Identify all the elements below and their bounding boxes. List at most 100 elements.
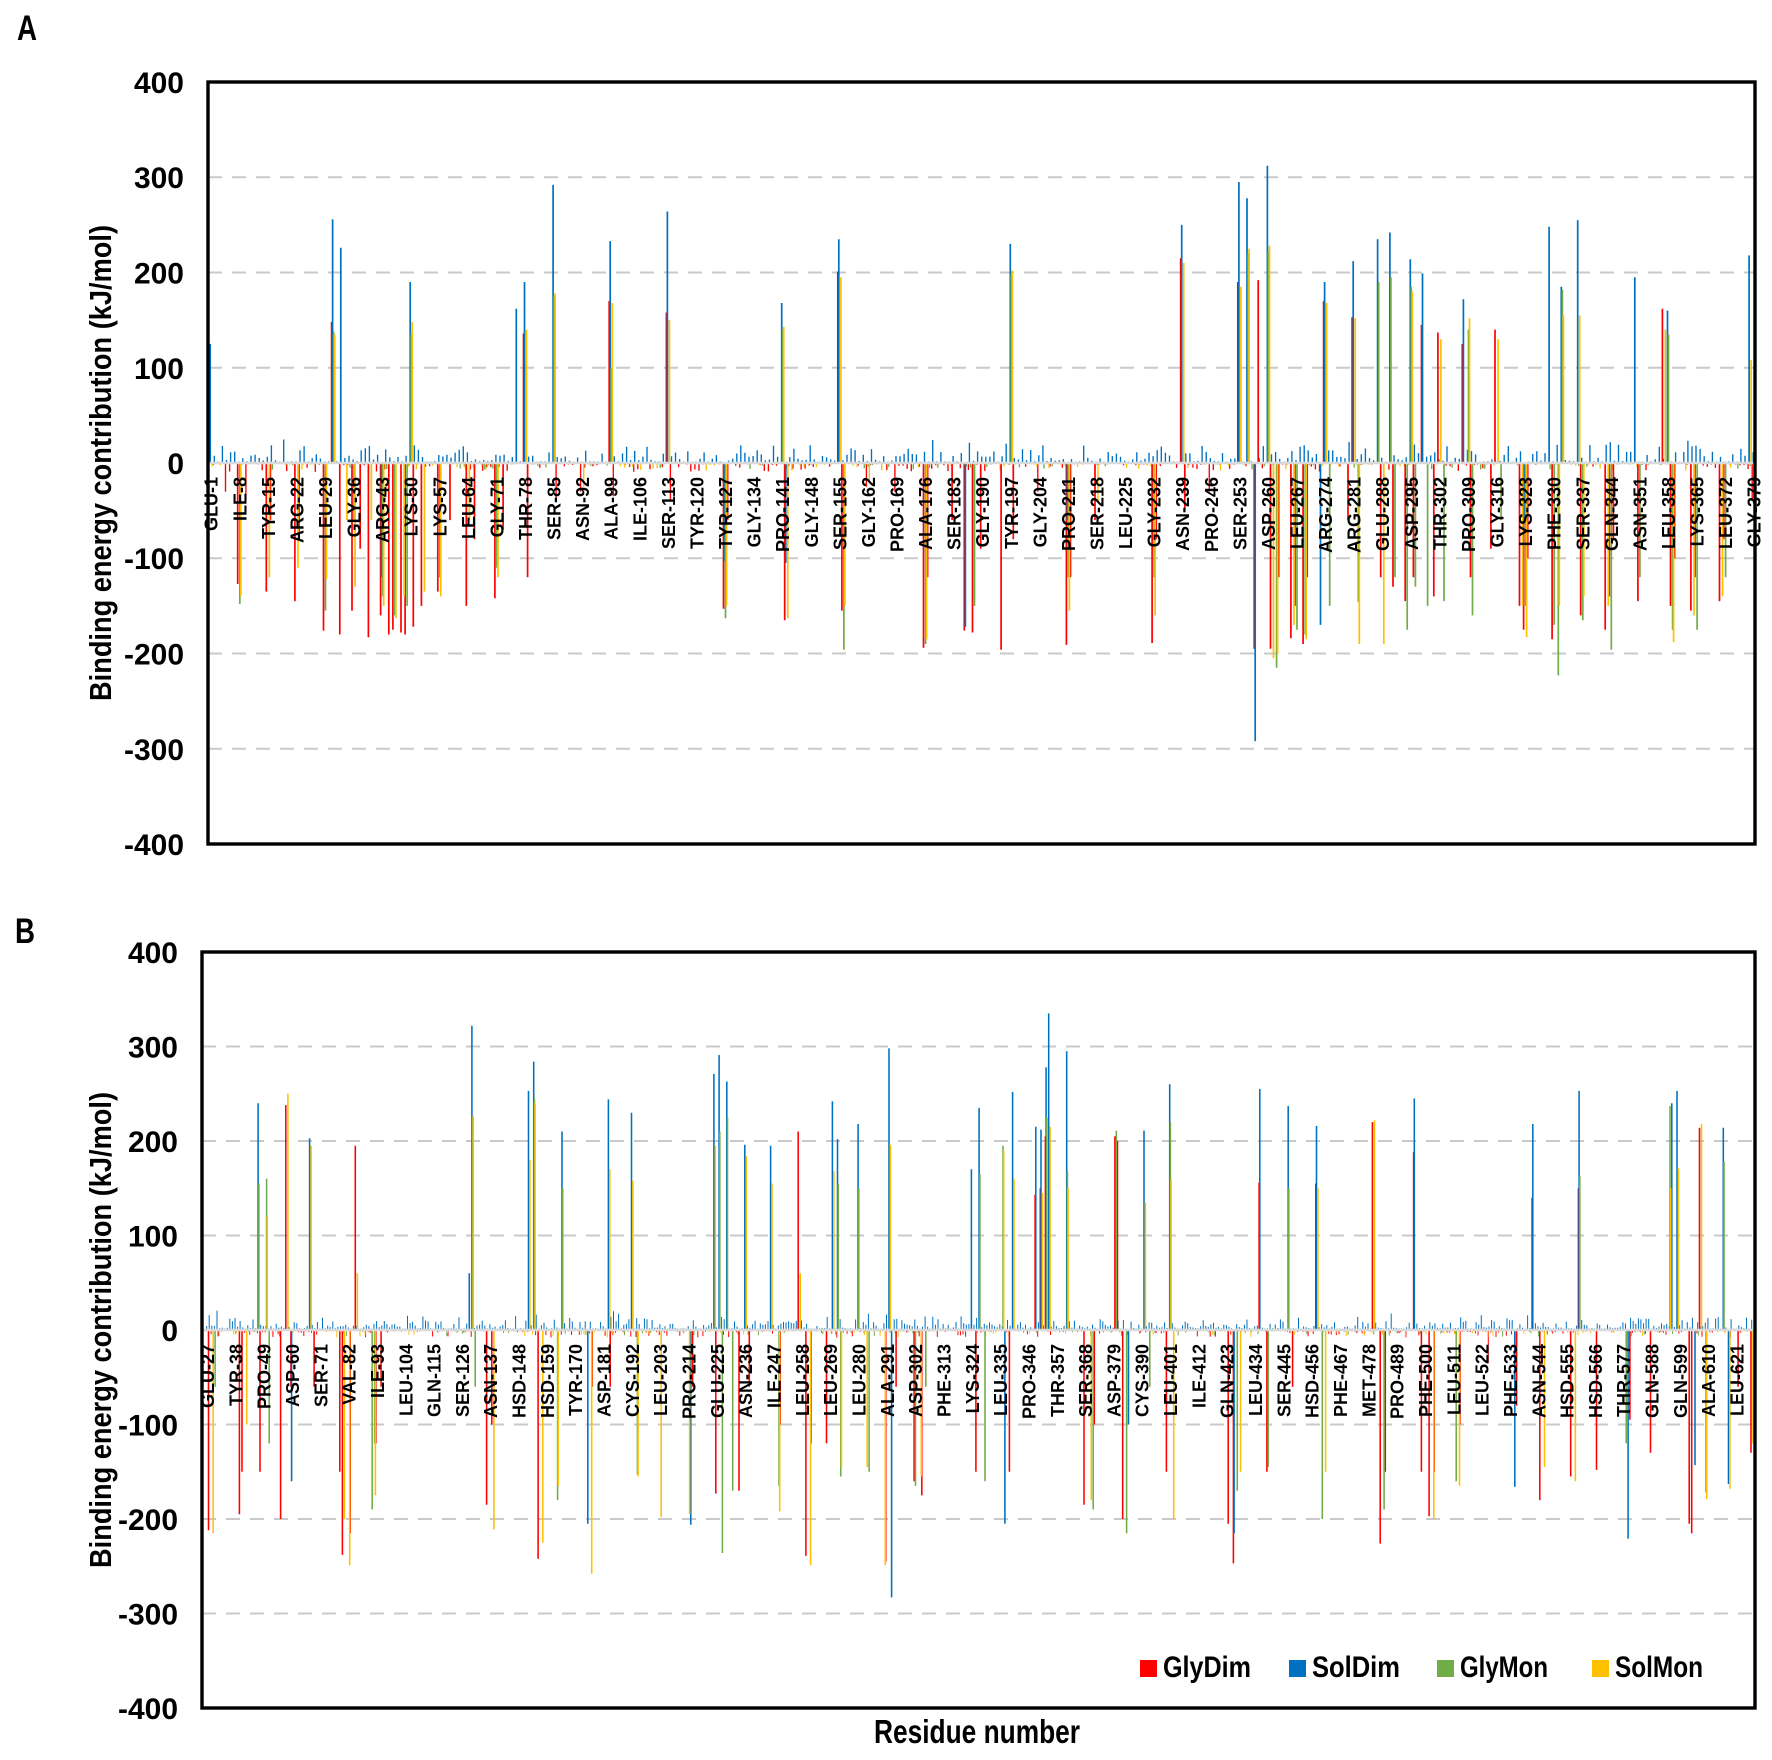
svg-text:ARG-43: ARG-43 xyxy=(373,477,393,543)
svg-text:ILE-412: ILE-412 xyxy=(1189,1344,1209,1408)
svg-text:0: 0 xyxy=(161,1315,178,1348)
svg-text:ASN-351: ASN-351 xyxy=(1630,477,1650,551)
svg-text:SER-445: SER-445 xyxy=(1274,1344,1294,1417)
svg-text:LEU-269: LEU-269 xyxy=(821,1344,841,1416)
svg-text:SolDim: SolDim xyxy=(1312,1651,1400,1684)
svg-text:GLY-204: GLY-204 xyxy=(1030,477,1050,547)
svg-text:GLY-190: GLY-190 xyxy=(973,477,993,547)
svg-text:ASP-181: ASP-181 xyxy=(595,1344,615,1417)
svg-text:MET-478: MET-478 xyxy=(1359,1344,1379,1417)
svg-text:PRO-346: PRO-346 xyxy=(1019,1344,1039,1419)
svg-text:100: 100 xyxy=(128,1221,178,1254)
svg-text:SER-113: SER-113 xyxy=(659,477,679,549)
svg-text:ASN-236: ASN-236 xyxy=(736,1344,756,1418)
svg-text:GLY-36: GLY-36 xyxy=(345,477,365,537)
svg-text:GLY-316: GLY-316 xyxy=(1488,477,1508,547)
svg-text:A: A xyxy=(17,9,37,48)
svg-text:GlyMon: GlyMon xyxy=(1460,1651,1548,1684)
svg-text:LEU-401: LEU-401 xyxy=(1161,1344,1181,1416)
svg-text:GLN-599: GLN-599 xyxy=(1671,1344,1691,1418)
svg-text:LEU-64: LEU-64 xyxy=(459,477,479,539)
svg-text:HSD-456: HSD-456 xyxy=(1303,1344,1323,1418)
svg-text:SER-337: SER-337 xyxy=(1573,477,1593,550)
svg-text:LEU-621: LEU-621 xyxy=(1728,1344,1748,1416)
svg-text:200: 200 xyxy=(128,1126,178,1159)
svg-text:THR-357: THR-357 xyxy=(1048,1344,1068,1417)
svg-text:GLU-288: GLU-288 xyxy=(1373,477,1393,551)
svg-text:PHE-313: PHE-313 xyxy=(935,1344,955,1417)
svg-text:400: 400 xyxy=(128,937,178,970)
svg-text:LEU-434: LEU-434 xyxy=(1246,1344,1266,1416)
svg-text:400: 400 xyxy=(134,67,184,100)
svg-text:200: 200 xyxy=(134,258,184,291)
svg-text:GLN-115: GLN-115 xyxy=(425,1344,445,1417)
svg-text:GLY-162: GLY-162 xyxy=(859,477,879,547)
svg-text:LEU-258: LEU-258 xyxy=(793,1344,813,1416)
svg-text:ASN-239: ASN-239 xyxy=(1173,477,1193,551)
svg-text:ALA-610: ALA-610 xyxy=(1699,1344,1719,1417)
svg-text:GLU-225: GLU-225 xyxy=(708,1344,728,1418)
svg-text:LEU-335: LEU-335 xyxy=(991,1344,1011,1416)
svg-text:PRO-489: PRO-489 xyxy=(1388,1344,1408,1419)
svg-text:ILE-247: ILE-247 xyxy=(765,1344,785,1408)
svg-text:ILE-93: ILE-93 xyxy=(368,1344,388,1398)
svg-text:SER-183: SER-183 xyxy=(945,477,965,550)
svg-text:TYR-15: TYR-15 xyxy=(259,477,279,539)
svg-text:LYS-57: LYS-57 xyxy=(430,477,450,536)
svg-text:0: 0 xyxy=(167,448,184,481)
svg-text:-200: -200 xyxy=(124,639,184,672)
svg-text:Binding energy contribution (k: Binding energy contribution (kJ/mol) xyxy=(83,225,118,701)
svg-text:ARG-281: ARG-281 xyxy=(1345,477,1365,553)
svg-text:-400: -400 xyxy=(124,829,184,862)
svg-text:VAL-82: VAL-82 xyxy=(340,1344,360,1405)
svg-text:GLY-71: GLY-71 xyxy=(487,477,507,537)
svg-text:ALA-176: ALA-176 xyxy=(916,477,936,550)
svg-text:SER-368: SER-368 xyxy=(1076,1344,1096,1417)
svg-text:THR-577: THR-577 xyxy=(1614,1344,1634,1417)
svg-text:THR-78: THR-78 xyxy=(516,477,536,540)
svg-text:ASP-379: ASP-379 xyxy=(1104,1344,1124,1417)
svg-text:HSD-159: HSD-159 xyxy=(538,1344,558,1418)
svg-text:LEU-203: LEU-203 xyxy=(651,1344,671,1416)
svg-text:LEU-522: LEU-522 xyxy=(1473,1344,1493,1416)
svg-text:PRO-141: PRO-141 xyxy=(773,477,793,552)
svg-text:PRO-246: PRO-246 xyxy=(1202,477,1222,552)
svg-text:TYR-120: TYR-120 xyxy=(688,477,708,549)
svg-text:300: 300 xyxy=(134,162,184,195)
svg-text:ASN-544: ASN-544 xyxy=(1529,1344,1549,1418)
svg-text:PRO-214: PRO-214 xyxy=(680,1344,700,1419)
svg-text:PHE-467: PHE-467 xyxy=(1331,1344,1351,1417)
svg-text:PRO-211: PRO-211 xyxy=(1059,477,1079,551)
svg-text:GLY-134: GLY-134 xyxy=(745,477,765,547)
svg-text:SER-155: SER-155 xyxy=(830,477,850,550)
svg-text:LYS-323: LYS-323 xyxy=(1516,477,1536,546)
svg-text:GLY-232: GLY-232 xyxy=(1145,477,1165,547)
svg-text:LEU-372: LEU-372 xyxy=(1716,477,1736,549)
svg-text:ALA-291: ALA-291 xyxy=(878,1344,898,1417)
svg-text:-100: -100 xyxy=(118,1410,178,1443)
svg-text:-400: -400 xyxy=(118,1693,178,1726)
svg-text:Binding energy contribution (k: Binding energy contribution (kJ/mol) xyxy=(83,1092,118,1568)
svg-text:ARG-22: ARG-22 xyxy=(287,477,307,543)
svg-text:ASP-260: ASP-260 xyxy=(1259,477,1279,550)
svg-text:ASP-302: ASP-302 xyxy=(906,1344,926,1417)
svg-text:ASP-295: ASP-295 xyxy=(1402,477,1422,550)
svg-text:PHE-533: PHE-533 xyxy=(1501,1344,1521,1417)
svg-text:SolMon: SolMon xyxy=(1615,1651,1703,1684)
svg-text:-200: -200 xyxy=(118,1504,178,1537)
svg-text:GLN-588: GLN-588 xyxy=(1643,1344,1663,1418)
svg-text:GLU-1: GLU-1 xyxy=(202,477,222,531)
svg-text:ASN-137: ASN-137 xyxy=(481,1344,501,1418)
svg-text:ILE-106: ILE-106 xyxy=(630,477,650,541)
svg-text:ALA-99: ALA-99 xyxy=(602,477,622,540)
svg-text:-300: -300 xyxy=(118,1599,178,1632)
svg-text:CYS-390: CYS-390 xyxy=(1133,1344,1153,1417)
svg-text:SER-126: SER-126 xyxy=(453,1344,473,1417)
svg-text:CYS-192: CYS-192 xyxy=(623,1344,643,1417)
svg-text:TYR-127: TYR-127 xyxy=(716,477,736,549)
svg-text:TYR-170: TYR-170 xyxy=(566,1344,586,1416)
svg-text:GLN-423: GLN-423 xyxy=(1218,1344,1238,1418)
svg-text:LYS-365: LYS-365 xyxy=(1688,477,1708,546)
svg-text:HSD-555: HSD-555 xyxy=(1558,1344,1578,1418)
svg-text:100: 100 xyxy=(134,353,184,386)
